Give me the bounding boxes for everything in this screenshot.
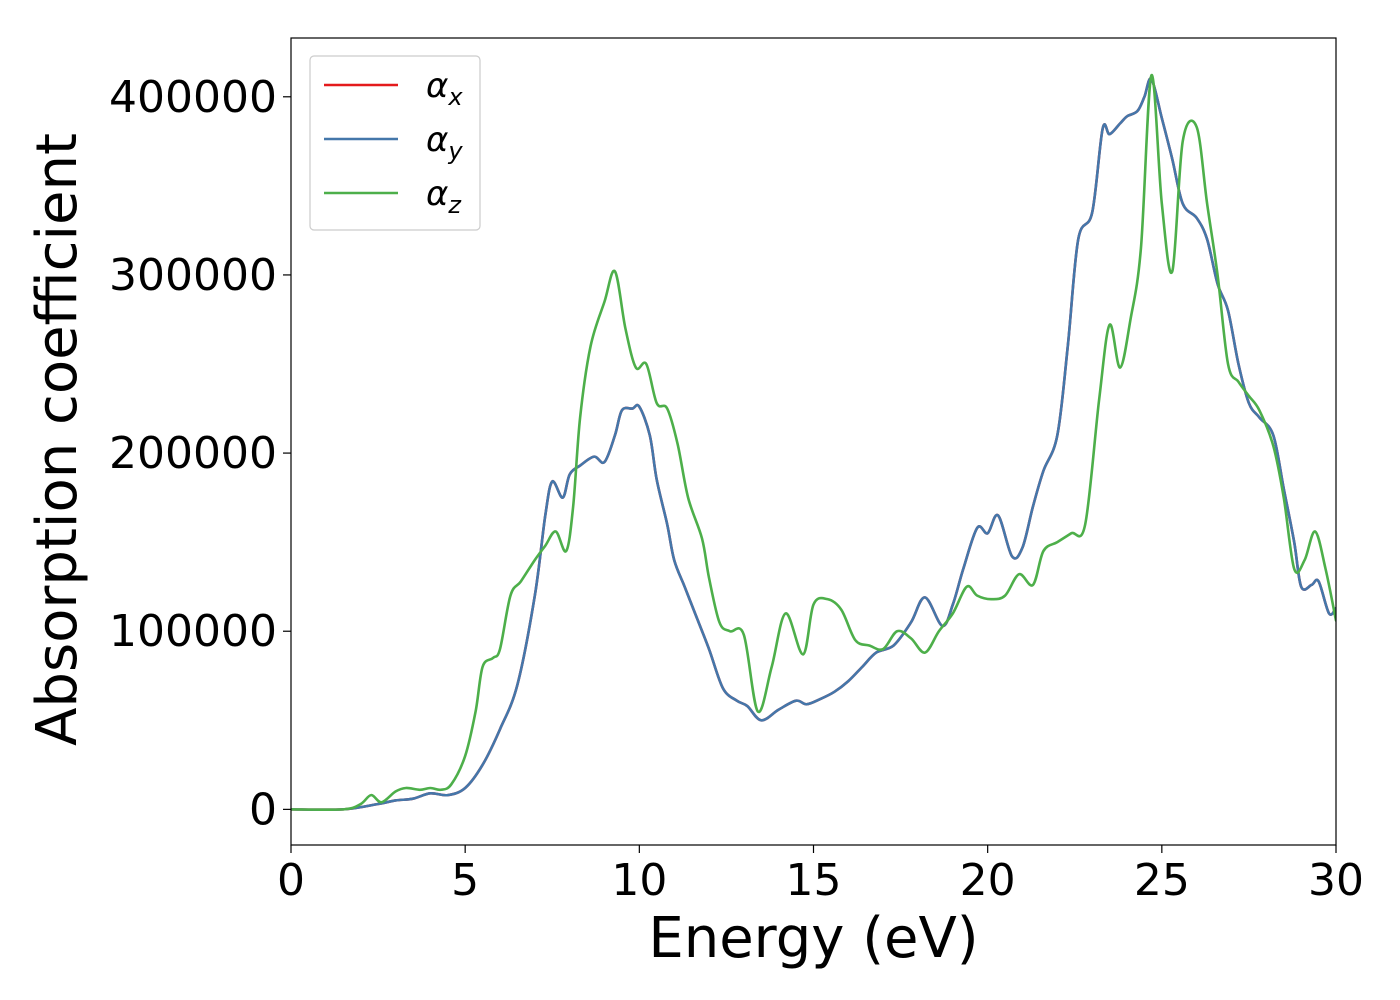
y-axis-title: Absorption coefficient	[25, 133, 90, 746]
legend-label-subscript: y	[447, 137, 463, 165]
x-axis-title: Energy (eV)	[648, 906, 978, 971]
x-axis: 0 5 10 15 20 25 30	[277, 845, 1364, 906]
plot-area	[291, 74, 1336, 812]
legend-label-subscript: z	[447, 191, 462, 219]
y-tick-label: 300000	[109, 250, 277, 301]
x-tick-label: 0	[277, 855, 305, 906]
x-tick-label: 20	[960, 855, 1016, 906]
legend-label: αy	[426, 120, 463, 165]
legend-label: αz	[426, 174, 462, 219]
legend-label-symbol: α	[426, 174, 448, 214]
x-tick-label: 5	[451, 855, 479, 906]
legend-label-subscript: x	[447, 83, 463, 111]
y-tick-label: 200000	[109, 428, 277, 479]
y-tick-label: 400000	[109, 72, 277, 123]
y-tick-label: 0	[249, 784, 277, 835]
legend-box	[309, 55, 481, 231]
y-tick-label: 100000	[109, 606, 277, 657]
x-tick-label: 30	[1308, 855, 1364, 906]
legend-label-symbol: α	[426, 66, 448, 106]
legend-label-symbol: α	[426, 120, 448, 160]
y-axis: 0 100000 200000 300000 400000	[109, 72, 291, 835]
series-line-alpha-y	[291, 77, 1336, 812]
x-tick-label: 15	[786, 855, 842, 906]
series-line-alpha-z	[291, 74, 1336, 812]
x-tick-label: 10	[611, 855, 667, 906]
x-tick-label: 25	[1134, 855, 1190, 906]
legend-label: αx	[426, 66, 463, 111]
